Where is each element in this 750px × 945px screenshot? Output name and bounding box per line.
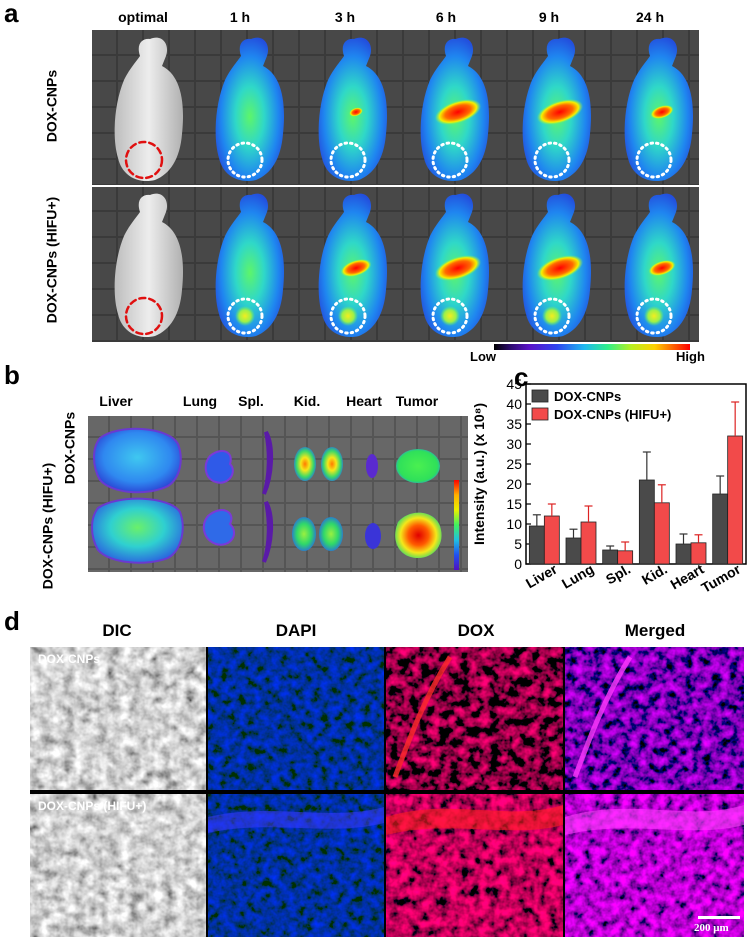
x-tick-label-1: Lung: [559, 561, 597, 592]
bar-0-2: [602, 549, 619, 565]
tumor-region-circle: [533, 297, 571, 335]
time-header-0: optimal: [118, 9, 168, 25]
mouse-image-r1-c4: [522, 193, 592, 338]
bar-1-1: [580, 521, 597, 565]
tumor-region-circle: [635, 141, 673, 179]
mouse-image-r0-c4: [522, 37, 592, 182]
mouse-image-r0-c5: [624, 37, 694, 182]
time-header-4: 9 h: [538, 9, 560, 25]
x-tick-label-5: Tumor: [698, 560, 743, 595]
time-header-3: 6 h: [435, 9, 457, 25]
scale-bar: [698, 916, 740, 919]
tumor-region-circle: [329, 141, 367, 179]
y-tick-label: 45: [506, 376, 522, 392]
mouse-image-r1-c2: [318, 193, 388, 338]
y-axis-label: Intensity (a.u.) (x 10⁸): [471, 403, 487, 545]
colorbar-low-label: Low: [470, 349, 496, 364]
panel-a-imaging-grid: [92, 30, 699, 342]
channel-header-2: DOX: [457, 621, 495, 640]
time-header-1: 1 h: [229, 9, 251, 25]
scale-bar-label: 200 μm: [694, 922, 729, 934]
mouse-image-r1-c5: [624, 193, 694, 338]
organ-header-5: Tumor: [395, 393, 439, 409]
organ-header-3: Kid.: [293, 393, 321, 409]
tumor-region-circle: [431, 297, 469, 335]
panel-c-bar-chart: 0 5 10 15 20 25 30 35 40 45 Intensity (a.u.) (x 10…: [471, 376, 747, 596]
channel-header-0: DIC: [102, 621, 132, 640]
y-tick-label: 25: [506, 456, 522, 472]
chart-frame: [525, 383, 747, 565]
organ-header-0: Liver: [99, 393, 133, 409]
bar-1-3: [653, 502, 670, 565]
panel-a-colorbar: [494, 344, 690, 350]
y-tick-label: 5: [514, 536, 522, 552]
panel-b-organ-imaging: [88, 416, 468, 572]
bar-0-1: [565, 537, 582, 565]
tumor-region-circle: [431, 141, 469, 179]
y-tick-label: 10: [506, 516, 522, 532]
y-tick-label: 20: [506, 476, 522, 492]
bar-0-5: [712, 493, 729, 565]
y-tick-label: 35: [506, 416, 522, 432]
legend-label-1: DOX-CNPs (HIFU+): [554, 407, 671, 422]
panel-b-colorbar: [454, 480, 459, 570]
panel-b-label: b: [4, 360, 20, 390]
panel-a-label: a: [4, 0, 19, 28]
legend-label-0: DOX-CNPs: [554, 389, 621, 404]
mouse-image-r0-c3: [420, 37, 490, 182]
tumor-region-circle: [329, 297, 367, 335]
tumor-region-circle: [226, 141, 264, 179]
tumor-marker-circle: [124, 296, 164, 336]
bar-1-0: [543, 515, 560, 565]
bar-0-0: [528, 525, 545, 565]
panel-d-microscopy-grid: [30, 647, 744, 937]
y-tick-label: 0: [514, 556, 522, 572]
tumor-region-circle: [226, 297, 264, 335]
mouse-image-r0-c1: [215, 37, 285, 182]
mouse-image-r0-c0: [114, 37, 184, 182]
panel-d-row-label-1: DOX-CNPs: [38, 652, 101, 666]
panel-d-label: d: [4, 606, 20, 636]
y-tick-label: 40: [506, 396, 522, 412]
legend-swatch-1: [531, 407, 549, 421]
legend-swatch-0: [531, 389, 549, 403]
y-tick-label: 30: [506, 436, 522, 452]
channel-header-1: DAPI: [275, 621, 317, 640]
bar-0-4: [675, 543, 692, 565]
tumor-marker-circle: [124, 140, 164, 180]
tumor-region-circle: [533, 141, 571, 179]
organ-header-1: Lung: [182, 393, 218, 409]
panel-c-label: c: [514, 362, 529, 392]
panel-d-row-label-2: DOX-CNPs (HIFU+): [38, 799, 147, 813]
organ-header-2: Spl.: [238, 393, 264, 409]
mouse-image-r0-c2: [318, 37, 388, 182]
bar-1-5: [727, 435, 744, 565]
mouse-image-r1-c3: [420, 193, 490, 338]
mouse-image-r1-c1: [215, 193, 285, 338]
x-tick-label-0: Liver: [523, 560, 560, 591]
organ-header-4: Heart: [346, 393, 382, 409]
bar-0-3: [638, 479, 655, 565]
x-tick-label-3: Kid.: [639, 561, 670, 588]
time-header-2: 3 h: [334, 9, 356, 25]
channel-header-3: Merged: [624, 621, 686, 640]
y-tick-label: 15: [506, 496, 522, 512]
time-header-5: 24 h: [635, 9, 664, 25]
tumor-region-circle: [635, 297, 673, 335]
colorbar-high-label: High: [676, 349, 705, 364]
mouse-image-r1-c0: [114, 193, 184, 338]
